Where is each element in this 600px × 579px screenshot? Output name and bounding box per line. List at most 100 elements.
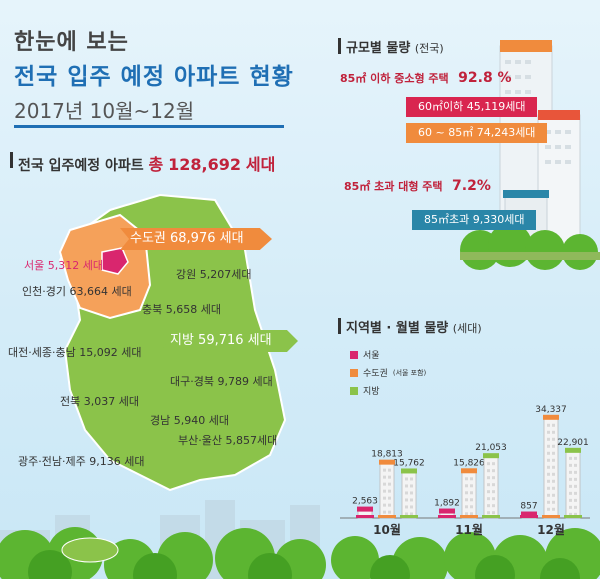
size-small-pct: 92.8 %	[458, 70, 512, 86]
bar-base	[542, 515, 560, 518]
header-title: 전국 입주 예정 아파트 현황	[14, 64, 294, 90]
header-divider	[14, 125, 284, 128]
bar-window	[487, 469, 490, 473]
bar-value-label: 857	[520, 502, 537, 512]
bar-value-label: 15,762	[393, 458, 425, 468]
x-tick-label: 10월	[373, 522, 401, 537]
x-tick-label: 11월	[455, 522, 483, 537]
capital-banner: 수도권 68,976 세대	[120, 228, 272, 250]
bar-window	[492, 462, 495, 466]
bar-window	[487, 490, 490, 494]
bar-window	[487, 504, 490, 508]
legend-label: 지방	[363, 387, 380, 397]
bar-window	[487, 497, 490, 501]
bar-window	[465, 505, 468, 509]
bar-window	[487, 511, 490, 515]
bar-base	[482, 515, 500, 518]
national-total-unit: 세대	[245, 155, 276, 174]
bar-window	[405, 512, 408, 516]
bar-window	[547, 479, 550, 483]
bar-base	[564, 515, 582, 518]
bar-window	[552, 472, 555, 476]
bar-window	[383, 510, 386, 514]
legend-swatch	[350, 386, 358, 395]
section-marker	[338, 318, 341, 334]
bar-window	[405, 484, 408, 488]
bar-window	[552, 507, 555, 511]
bar-window	[388, 475, 391, 479]
region-daegu: 대구·경북 9,789 세대	[170, 375, 273, 388]
bar-window	[410, 477, 413, 481]
size-section-title: 규모별 물량 (전국)	[346, 37, 444, 56]
bar-window	[569, 484, 572, 488]
bar-window	[388, 503, 391, 507]
size-small-row: 85㎡ 이하 중소형 주택 92.8 %	[340, 70, 512, 86]
x-tick-label: 12월	[537, 522, 565, 537]
bar-roof	[483, 453, 499, 459]
size-title: 규모별 물량	[346, 41, 411, 56]
bar-window	[470, 505, 473, 509]
bar-window	[492, 476, 495, 480]
bar-window	[487, 476, 490, 480]
map-region-jeju	[61, 537, 119, 563]
bar-window	[465, 512, 468, 516]
bar-window	[405, 498, 408, 502]
chart-title-unit: (세대)	[452, 322, 482, 335]
bar-window	[569, 470, 572, 474]
legend-label: 수도권	[363, 369, 388, 379]
national-total-value: 128,692	[168, 155, 242, 174]
bar-base	[438, 515, 456, 518]
bar-roof	[521, 511, 537, 517]
bar-window	[487, 462, 490, 466]
bar-window	[388, 468, 391, 472]
bar-window	[470, 477, 473, 481]
national-total: 전국 입주예정 아파트 총 128,692 세대	[18, 151, 275, 175]
legend-swatch	[350, 350, 358, 359]
bar-window	[388, 482, 391, 486]
bar-window	[465, 484, 468, 488]
bar-window	[569, 463, 572, 467]
size-small-label: 85㎡ 이하 중소형 주택	[340, 72, 449, 85]
bar-value-label: 15,826	[453, 458, 485, 468]
bar-window	[547, 430, 550, 434]
bar-window	[388, 489, 391, 493]
bar	[401, 472, 417, 519]
bar-window	[552, 465, 555, 469]
bar-window	[383, 489, 386, 493]
region-daejeon: 대전·세종·충남 15,092 세대	[8, 346, 142, 359]
legend-capital: 수도권 (서울 포함)	[350, 366, 426, 379]
bar-value-label: 21,053	[475, 443, 507, 453]
bar-window	[492, 504, 495, 508]
section-marker	[10, 152, 13, 168]
bar-window	[574, 463, 577, 467]
bar-value-label: 2,563	[352, 497, 378, 507]
bar-window	[547, 423, 550, 427]
chart-title: 지역별 · 월별 물량	[346, 321, 449, 336]
bar	[565, 451, 581, 519]
bar-window	[552, 430, 555, 434]
size-large-row: 85㎡ 초과 대형 주택 7.2%	[344, 178, 491, 194]
bar-window	[569, 491, 572, 495]
bar-window	[552, 437, 555, 441]
bar-window	[547, 437, 550, 441]
bar-window	[388, 496, 391, 500]
bar-window	[552, 486, 555, 490]
bar-window	[552, 451, 555, 455]
bar-window	[552, 500, 555, 504]
bar-window	[547, 486, 550, 490]
bar-window	[405, 491, 408, 495]
bar-window	[492, 490, 495, 494]
bar-roof	[565, 447, 581, 453]
bar-window	[574, 491, 577, 495]
region-jeonbuk: 전북 3,037 세대	[60, 395, 139, 408]
bar-window	[383, 503, 386, 507]
map-region-seoul	[101, 247, 129, 275]
bar-window	[547, 500, 550, 504]
bar-window	[569, 505, 572, 509]
region-gangwon: 강원 5,207세대	[176, 268, 252, 281]
local-banner: 지방 59,716 세대	[160, 330, 298, 352]
region-gyeongnam: 경남 5,940 세대	[150, 414, 229, 427]
bar-window	[552, 458, 555, 462]
